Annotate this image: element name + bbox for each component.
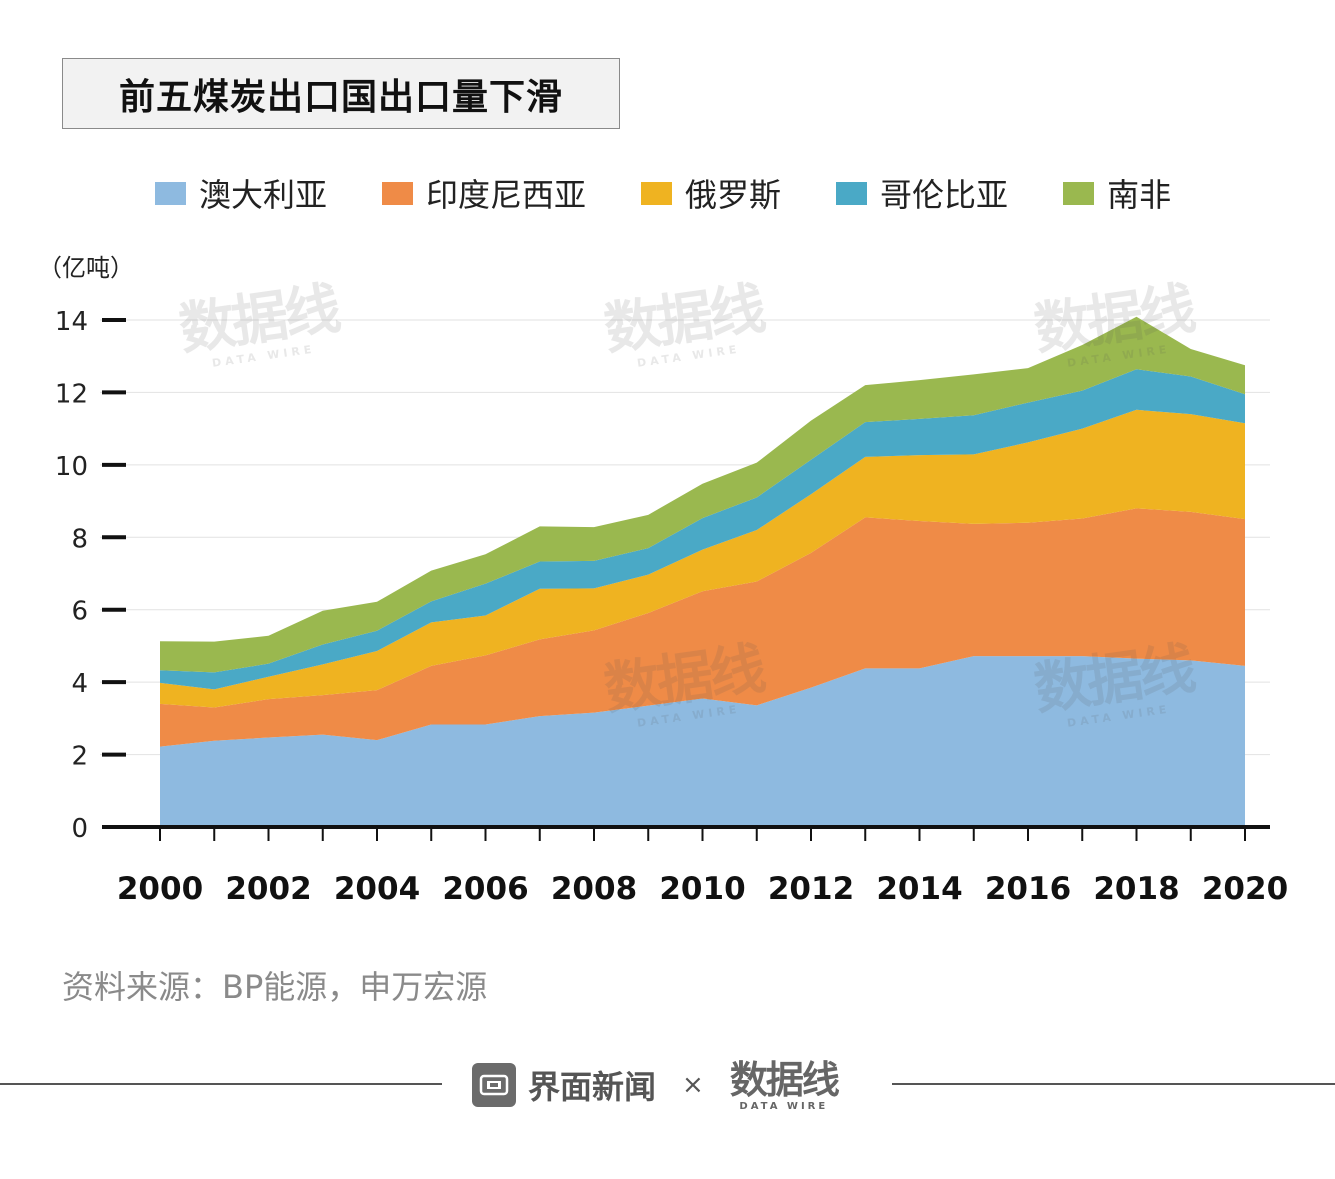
y-tick-label: 4: [71, 669, 88, 699]
area-series-0: [160, 656, 1245, 827]
legend-label: 哥伦比亚: [880, 176, 1009, 214]
legend-swatch: [641, 181, 673, 205]
data-wire-logo: 数据线 DATA WIRE: [729, 1057, 840, 1112]
x-tick-label: 2014: [876, 871, 962, 907]
x-tick-label: 2020: [1202, 871, 1288, 907]
area-series-2: [160, 409, 1245, 708]
y-tick-label: 0: [71, 814, 88, 844]
data-wire-logo-subtext: DATA WIRE: [739, 1100, 829, 1112]
axis-layer: 0 2 4 6 8 10 12 14 2000 2002 2004 2006 2008 2010 2012 2…: [55, 307, 1288, 907]
x-tick-label: 2008: [551, 871, 637, 907]
chart-title-box: 前五煤炭出口国出口量下滑: [62, 58, 620, 129]
y-tick-label: 12: [55, 379, 88, 409]
area-layer: [160, 316, 1245, 827]
footer-brand: 界面新闻 × 数据线 DATA WIRE: [472, 1057, 840, 1112]
legend-swatch: [1063, 181, 1095, 205]
legend-item-south-africa: 南非: [1063, 170, 1171, 216]
x-tick-label: 2004: [334, 871, 420, 907]
area-series-1: [160, 508, 1245, 747]
x-tick-label: 2016: [985, 871, 1071, 907]
times-symbol: ×: [682, 1070, 704, 1100]
legend-item-colombia: 哥伦比亚: [836, 170, 1008, 216]
x-tick-label: 2000: [117, 871, 203, 907]
brand-name: 界面新闻: [528, 1068, 657, 1106]
jiemian-logo-icon: [472, 1063, 516, 1107]
legend-swatch: [382, 181, 414, 205]
area-series-3: [160, 369, 1245, 690]
x-tick-label: 2012: [768, 871, 854, 907]
y-tick-label: 8: [71, 524, 88, 554]
x-tick-label: 2002: [225, 871, 311, 907]
chart-title: 前五煤炭出口国出口量下滑: [118, 76, 563, 118]
legend-swatch: [155, 181, 186, 205]
x-tick-label: 2010: [659, 871, 745, 907]
legend-swatch: [836, 181, 868, 205]
x-tick-label: 2018: [1093, 871, 1179, 907]
legend-item-australia: 澳大利亚: [155, 170, 327, 216]
legend: 澳大利亚 印度尼西亚 俄罗斯 哥伦比亚 南非: [155, 168, 1275, 218]
y-tick-label: 14: [55, 307, 88, 337]
y-tick-label: 2: [71, 742, 88, 772]
chart-plot: 0 2 4 6 8 10 12 14 2000 2002 2004 2006 2008 2010 2012 2…: [38, 254, 1288, 907]
y-tick-label: 6: [71, 597, 88, 627]
legend-item-russia: 俄罗斯: [641, 170, 781, 216]
y-axis-unit-label: （亿吨）: [38, 254, 134, 282]
x-tick-label: 2006: [442, 871, 528, 907]
footer-divider-left: [0, 1083, 442, 1085]
source-note: 资料来源：BP能源，申万宏源: [62, 968, 488, 1006]
legend-item-indonesia: 印度尼西亚: [382, 170, 586, 216]
area-series-4: [160, 316, 1245, 673]
legend-label: 俄罗斯: [685, 176, 782, 214]
y-tick-label: 10: [55, 452, 88, 482]
legend-label: 印度尼西亚: [426, 176, 587, 214]
legend-label: 南非: [1107, 176, 1172, 214]
data-wire-logo-text: 数据线: [729, 1057, 840, 1102]
legend-label: 澳大利亚: [199, 176, 328, 214]
footer-divider-right: [892, 1083, 1335, 1085]
